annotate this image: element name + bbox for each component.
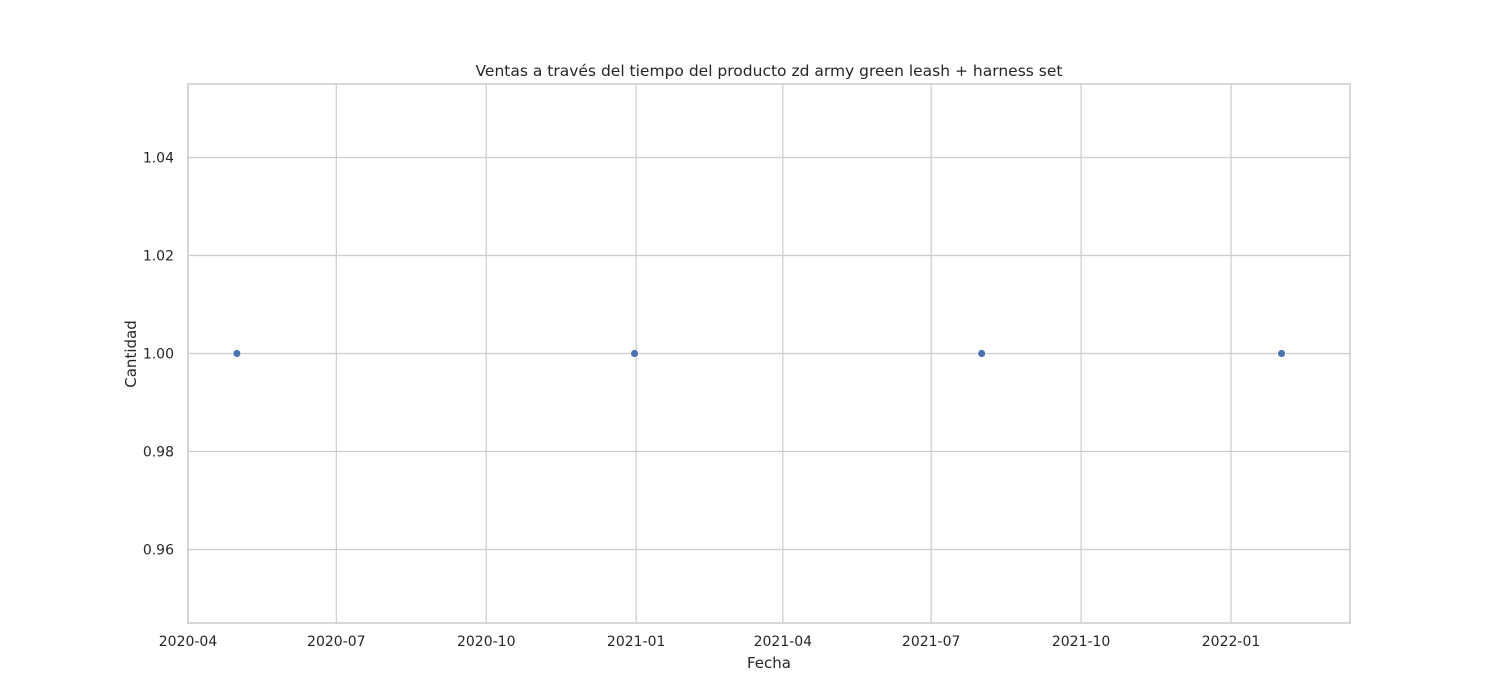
- y-tick-label: 0.96: [143, 543, 174, 559]
- x-axis-label: Fecha: [747, 654, 791, 672]
- scatter-point: [1277, 349, 1286, 358]
- x-tick-label: 2021-10: [1052, 634, 1111, 650]
- x-tick-label: 2020-04: [159, 634, 218, 650]
- x-tick-label: 2020-10: [457, 634, 516, 650]
- y-axis-label: Cantidad: [122, 320, 140, 387]
- y-tick-label: 1.04: [143, 151, 174, 167]
- scatter-point: [630, 349, 639, 358]
- y-tick-label: 0.98: [143, 445, 174, 461]
- y-tick-label: 1.00: [143, 347, 174, 363]
- x-tick-label: 2021-04: [754, 634, 813, 650]
- y-tick-labels: 0.96 0.98 1.00 1.02 1.04: [143, 151, 174, 559]
- scatter-point: [232, 349, 242, 358]
- x-tick-label: 2022-01: [1202, 634, 1261, 650]
- points-layer: [232, 349, 1286, 358]
- scatter-point: [977, 349, 987, 358]
- chart-title: Ventas a través del tiempo del producto …: [476, 62, 1063, 80]
- x-tick-label: 2020-07: [307, 634, 366, 650]
- y-tick-label: 1.02: [143, 249, 174, 265]
- x-tick-label: 2021-07: [902, 634, 961, 650]
- x-tick-labels: 2020-04 2020-07 2020-10 2021-01 2021-04 2021-…: [159, 634, 1261, 650]
- x-tick-label: 2021-01: [607, 634, 666, 650]
- grid-layer: [187, 84, 1350, 623]
